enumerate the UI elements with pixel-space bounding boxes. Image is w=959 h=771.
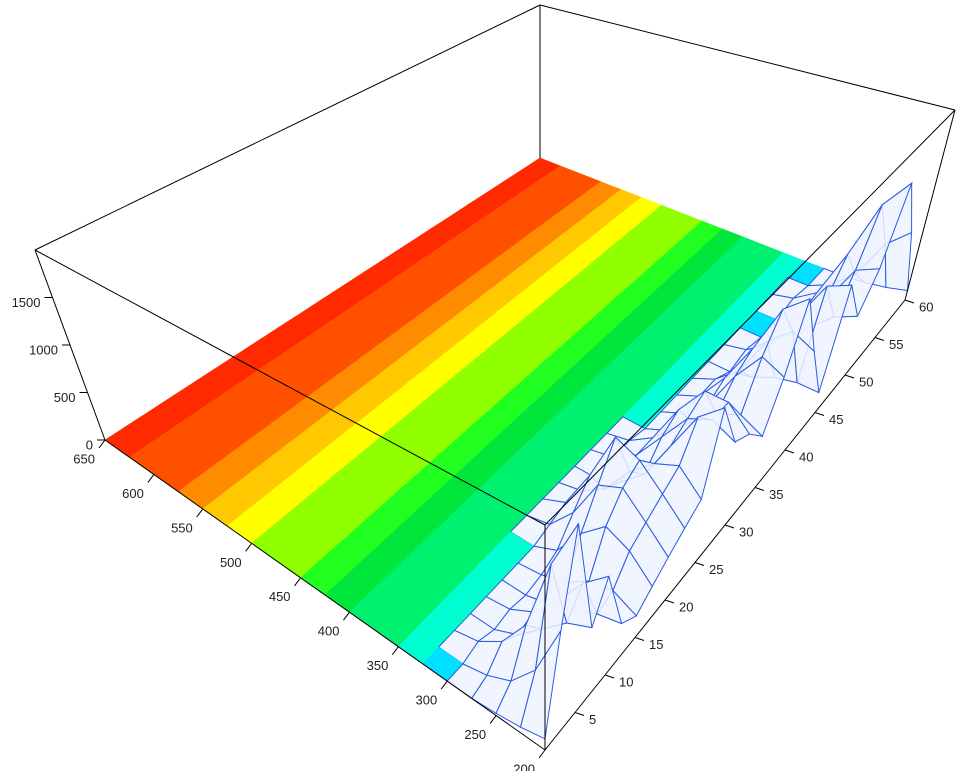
tick-label: 30 [739, 524, 753, 539]
tick-label: 35 [769, 487, 783, 502]
tick-label: 200 [513, 761, 535, 771]
tick-label: 1000 [29, 342, 58, 357]
box-edge [34, 4, 541, 251]
tick-label: 600 [122, 486, 144, 501]
tick-mark [844, 374, 855, 379]
tick-mark [391, 646, 399, 655]
surface [104, 157, 913, 740]
tick-mark [904, 299, 915, 304]
tick-mark [574, 712, 585, 716]
tick-label: 300 [416, 693, 438, 708]
tick-label: 550 [171, 520, 193, 535]
tick-mark [754, 487, 765, 491]
tick-mark [814, 412, 825, 416]
tick-label: 25 [709, 562, 723, 577]
tick-label: 450 [269, 589, 291, 604]
tick-label: 20 [679, 599, 693, 614]
tick-mark [634, 637, 645, 641]
tick-label: 650 [73, 451, 95, 466]
tick-mark [538, 749, 546, 759]
tick-mark [694, 562, 705, 566]
tick-mark [343, 611, 350, 621]
tick-mark [245, 543, 253, 552]
box-edge [544, 109, 956, 526]
tick-mark [664, 599, 675, 604]
tick-mark [604, 674, 615, 679]
box-edge [104, 439, 546, 751]
box-edge [539, 4, 956, 111]
tick-mark [724, 524, 735, 529]
tick-mark [440, 680, 448, 690]
box-edge [904, 109, 956, 301]
tick-label: 0 [86, 437, 93, 452]
tick-label: 5 [589, 712, 596, 727]
tick-mark [784, 449, 795, 454]
tick-label: 15 [649, 637, 663, 652]
surface-cell [519, 630, 562, 740]
tick-label: 50 [859, 374, 873, 389]
tick-label: 250 [464, 727, 486, 742]
tick-label: 10 [619, 674, 633, 689]
tick-mark [874, 337, 885, 341]
tick-label: 55 [889, 337, 903, 352]
tick-mark [147, 474, 155, 483]
tick-label: 40 [799, 449, 813, 464]
tick-mark [489, 715, 497, 724]
box-edge [34, 249, 546, 526]
tick-label: 400 [318, 624, 340, 639]
tick-label: 60 [919, 299, 933, 314]
tick-mark [196, 508, 204, 518]
tick-mark [294, 577, 301, 587]
tick-mark [98, 439, 106, 449]
tick-label: 500 [54, 390, 76, 405]
tick-label: 500 [220, 555, 242, 570]
tick-label: 45 [829, 412, 843, 427]
tick-label: 350 [367, 658, 389, 673]
tick-label: 1500 [12, 295, 41, 310]
